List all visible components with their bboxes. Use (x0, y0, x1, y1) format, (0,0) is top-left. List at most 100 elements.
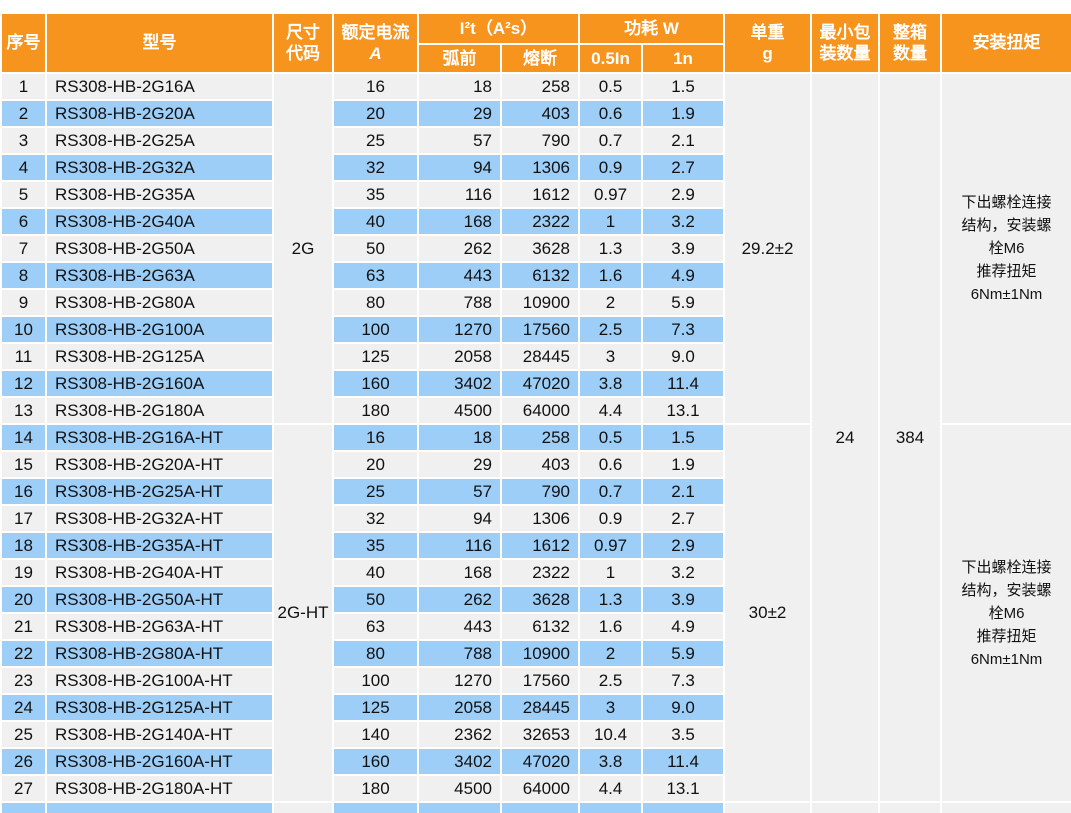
rated-current-cell: 50 (334, 587, 417, 612)
header-unit-weight-unit: g (762, 44, 773, 63)
table-row: 24 RS308-HB-2G125A-HT 125 2058 28445 3 9.0 (2, 695, 1071, 720)
table-row: 3 RS308-HB-2G25A 25 57 790 0.7 2.1 (2, 128, 1071, 153)
power-05in-cell: 1.6 (580, 263, 642, 288)
row-number-cell: 27 (2, 776, 45, 801)
rated-current-cell: 160 (334, 749, 417, 774)
table-row: 1 RS308-HB-2G16A 2G 16 18 258 0.5 1.5 29.2±2 24 38… (2, 74, 1071, 801)
melting-i2t-cell: 1306 (502, 506, 579, 531)
partial-cell (274, 803, 332, 813)
table-row: 10 RS308-HB-2G100A 100 1270 17560 2.5 7.3 (2, 317, 1071, 342)
header-seq: 序号 (2, 14, 45, 72)
model-cell: RS308-HB-2G100A (47, 317, 272, 342)
rated-current-cell: 16 (334, 425, 417, 450)
model-cell: RS308-HB-2G160A (47, 371, 272, 396)
model-cell: RS308-HB-2G32A-HT (47, 506, 272, 531)
power-05in-cell: 1 (580, 209, 642, 234)
row-number-cell: 10 (2, 317, 45, 342)
power-05in-cell: 0.9 (580, 506, 642, 531)
power-1in-cell: 4.9 (643, 263, 724, 288)
row-number-cell: 4 (2, 155, 45, 180)
header-rated-current: 额定电流 A (334, 14, 417, 72)
power-1in-cell: 2.9 (643, 182, 724, 207)
table-row: 27 RS308-HB-2G180A-HT 180 4500 64000 4.4 13.1 (2, 776, 1071, 801)
power-1in-cell: 1.5 (643, 425, 724, 450)
model-cell: RS308-HB-2G80A-HT (47, 641, 272, 666)
model-cell: RS308-HB-2G35A (47, 182, 272, 207)
power-1in-cell: 7.3 (643, 668, 724, 693)
table-header: 序号 型号 尺寸 代码 额定电流 A I²t（A²s） 功耗 W 单重 g 最小包 … (2, 14, 1071, 72)
row-number-cell: 22 (2, 641, 45, 666)
prearc-i2t-cell: 2362 (419, 722, 500, 747)
power-05in-cell: 3 (580, 344, 642, 369)
table-row: 18 RS308-HB-2G35A-HT 35 116 1612 0.97 2.9 (2, 533, 1071, 558)
melting-i2t-cell: 3628 (502, 236, 579, 261)
row-number-cell: 24 (2, 695, 45, 720)
model-cell: RS308-HB-2G16A (47, 74, 272, 99)
power-05in-cell: 10.4 (580, 722, 642, 747)
power-05in-cell: 2 (580, 290, 642, 315)
melting-i2t-cell: 28445 (502, 695, 579, 720)
model-cell: RS308-HB-2G32A (47, 155, 272, 180)
table-row: 2 RS308-HB-2G20A 20 29 403 0.6 1.9 (2, 101, 1071, 126)
rated-current-cell: 20 (334, 101, 417, 126)
prearc-i2t-cell: 788 (419, 641, 500, 666)
model-cell: RS308-HB-2G80A (47, 290, 272, 315)
prearc-i2t-cell: 443 (419, 614, 500, 639)
unit-weight-cell: 30±2 (725, 425, 811, 801)
rated-current-cell: 25 (334, 479, 417, 504)
melting-i2t-cell: 10900 (502, 641, 579, 666)
header-torque: 安装扭矩 (942, 14, 1071, 72)
prearc-i2t-cell: 94 (419, 506, 500, 531)
power-05in-cell: 1.3 (580, 236, 642, 261)
power-1in-cell: 11.4 (643, 749, 724, 774)
size-code-cell: 2G (274, 74, 332, 423)
rated-current-cell: 100 (334, 317, 417, 342)
melting-i2t-cell: 258 (502, 425, 579, 450)
melting-i2t-cell: 403 (502, 101, 579, 126)
partial-cell (880, 803, 941, 813)
prearc-i2t-cell: 94 (419, 155, 500, 180)
power-1in-cell: 3.2 (643, 209, 724, 234)
prearc-i2t-cell: 788 (419, 290, 500, 315)
prearc-i2t-cell: 168 (419, 560, 500, 585)
power-05in-cell: 4.4 (580, 398, 642, 423)
rated-current-cell: 180 (334, 398, 417, 423)
prearc-i2t-cell: 262 (419, 236, 500, 261)
table-row: 9 RS308-HB-2G80A 80 788 10900 2 5.9 (2, 290, 1071, 315)
table-row: 14 RS308-HB-2G16A-HT 2G-HT 16 18 258 0.5 1.5 30±… (2, 425, 1071, 801)
prearc-i2t-cell: 168 (419, 209, 500, 234)
power-1in-cell: 5.9 (643, 641, 724, 666)
model-cell: RS308-HB-2G125A-HT (47, 695, 272, 720)
prearc-i2t-cell: 3402 (419, 749, 500, 774)
row-number-cell: 12 (2, 371, 45, 396)
table-body: 1 RS308-HB-2G16A 2G 16 18 258 0.5 1.5 29.2±2 24 38… (2, 74, 1071, 813)
power-05in-cell: 0.97 (580, 182, 642, 207)
table-row: 26 RS308-HB-2G160A-HT 160 3402 47020 3.8 11.4 (2, 749, 1071, 774)
table-row: 20 RS308-HB-2G50A-HT 50 262 3628 1.3 3.9 (2, 587, 1071, 612)
model-cell: RS308-HB-2G140A-HT (47, 722, 272, 747)
melting-i2t-cell: 2322 (502, 209, 579, 234)
power-1in-cell: 3.9 (643, 236, 724, 261)
melting-i2t-cell: 28445 (502, 344, 579, 369)
row-number-cell: 6 (2, 209, 45, 234)
model-cell: RS308-HB-2G50A (47, 236, 272, 261)
rated-current-cell: 35 (334, 533, 417, 558)
rated-current-cell: 50 (334, 236, 417, 261)
mounting-torque-cell: 下出螺栓连接 结构，安装螺 栓M6 推荐扭矩 6Nm±1Nm (942, 74, 1071, 423)
row-number-cell: 13 (2, 398, 45, 423)
row-number-cell: 20 (2, 587, 45, 612)
rated-current-cell: 32 (334, 155, 417, 180)
row-number-cell: 7 (2, 236, 45, 261)
table-row: 5 RS308-HB-2G35A 35 116 1612 0.97 2.9 (2, 182, 1071, 207)
melting-i2t-cell: 6132 (502, 614, 579, 639)
prearc-i2t-cell: 4500 (419, 398, 500, 423)
power-1in-cell: 3.5 (643, 722, 724, 747)
power-1in-cell: 2.7 (643, 155, 724, 180)
power-1in-cell: 2.7 (643, 506, 724, 531)
table-row: 13 RS308-HB-2G180A 180 4500 64000 4.4 13.1 (2, 398, 1071, 423)
header-i2t-group: I²t（A²s） (419, 14, 579, 43)
row-number-cell: 8 (2, 263, 45, 288)
prearc-i2t-cell: 4500 (419, 776, 500, 801)
prearc-i2t-cell: 262 (419, 587, 500, 612)
prearc-i2t-cell: 18 (419, 425, 500, 450)
